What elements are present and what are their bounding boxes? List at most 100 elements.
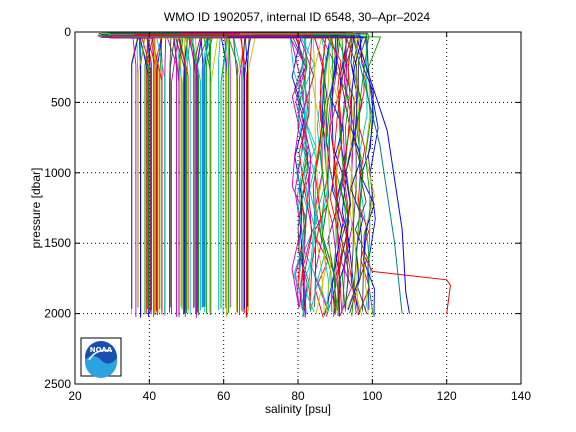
- profile-line: [129, 37, 163, 310]
- profile-line: [353, 40, 403, 314]
- profile-line: [106, 35, 180, 314]
- y-axis-label: pressure [dbar]: [29, 168, 43, 249]
- profile-line: [103, 32, 212, 313]
- profile-line: [99, 33, 141, 318]
- profile-line: [291, 36, 327, 315]
- profile-line: [126, 36, 308, 309]
- profile-line: [160, 34, 370, 317]
- profile-line: [136, 36, 313, 317]
- profile-line: [109, 35, 219, 315]
- grid: [75, 32, 521, 384]
- ticks: 20 40 60 80 100 120 140 0 500 1000 1500 2000 2500: [44, 25, 531, 403]
- profile-line: [100, 37, 166, 314]
- profile-line: [106, 32, 155, 310]
- profile-line: [123, 34, 214, 314]
- profile-line: [110, 35, 209, 307]
- profile-line: [274, 32, 356, 309]
- profile-line: [289, 34, 333, 311]
- y-tick-label: 1500: [44, 236, 71, 250]
- profile-line: [119, 36, 230, 317]
- profile-line: [115, 35, 186, 311]
- profile-line: [119, 35, 186, 317]
- profile-line: [250, 33, 357, 317]
- profile-line: [97, 35, 315, 315]
- x-tick-label: 40: [143, 389, 157, 403]
- profile-line: [196, 33, 252, 309]
- profile-line: [112, 32, 191, 313]
- logo-wave: [85, 356, 117, 378]
- profile-line: [108, 34, 152, 312]
- x-tick-label: 120: [437, 389, 457, 403]
- profile-line: [161, 37, 243, 311]
- profile-line: [227, 36, 364, 311]
- logo-text: NOAA: [90, 346, 113, 354]
- profile-line: [179, 35, 307, 307]
- profile-line: [254, 34, 344, 314]
- profile-line: [213, 33, 359, 315]
- profile-line: [149, 37, 231, 308]
- profile-line: [176, 36, 238, 309]
- noaa-logo: NOAA: [80, 337, 122, 378]
- profile-line: [176, 34, 230, 315]
- profile-line: [102, 36, 189, 310]
- profile-line: [102, 36, 246, 312]
- profile-line: [109, 36, 327, 309]
- profile-line: [129, 33, 137, 317]
- x-tick-label: 20: [68, 389, 82, 403]
- profile-line: [108, 37, 151, 315]
- profile-line: [114, 36, 152, 310]
- x-tick-label: 140: [511, 389, 531, 403]
- profile-line: [128, 33, 204, 307]
- profile-line: [357, 40, 410, 314]
- profile-line: [110, 33, 249, 307]
- y-tick-label: 2500: [44, 377, 71, 391]
- profile-line: [194, 34, 331, 314]
- profile-line: [202, 33, 221, 311]
- profile-line: [125, 33, 163, 315]
- profile-line: [130, 35, 201, 311]
- profile-line: [244, 35, 375, 317]
- profile-line: [126, 35, 172, 313]
- profile-line: [203, 37, 350, 310]
- x-tick-label: 80: [291, 389, 305, 403]
- profile-line: [278, 35, 345, 311]
- profile-line: [119, 33, 140, 309]
- profile-line: [128, 36, 188, 315]
- profile-line: [111, 34, 313, 310]
- y-tick-label: 1000: [44, 166, 71, 180]
- profile-line: [119, 36, 382, 315]
- profile-line: [124, 34, 202, 308]
- profile-line: [100, 33, 147, 308]
- profile-line: [98, 34, 157, 312]
- y-tick-label: 500: [51, 95, 71, 109]
- x-tick-label: 60: [217, 389, 231, 403]
- profile-line: [106, 34, 149, 310]
- profile-line: [125, 35, 202, 318]
- logo-gull: [88, 349, 113, 361]
- profiles: [97, 32, 451, 318]
- profile-line: [100, 36, 200, 316]
- profile-line: [119, 32, 325, 317]
- profile-line: [232, 35, 341, 307]
- profile-line: [114, 36, 212, 312]
- plot-area: 20 40 60 80 100 120 140 0 500 1000 1500 2000 2500: [44, 25, 531, 403]
- profile-line: [113, 33, 151, 315]
- profile-line: [246, 32, 368, 314]
- profile-line: [124, 37, 139, 308]
- profile-line: [127, 36, 156, 315]
- profile-line: [109, 37, 208, 308]
- x-tick-label: 100: [362, 389, 382, 403]
- profile-line: [134, 34, 357, 314]
- profile-line: [97, 34, 230, 313]
- profile-line: [203, 37, 348, 317]
- chart-title: WMO ID 1902057, internal ID 6548, 30–Apr…: [164, 10, 430, 24]
- profile-line: [112, 32, 156, 311]
- x-axis-label: salinity [psu]: [265, 402, 331, 416]
- profile-line: [104, 37, 163, 316]
- profile-line: [364, 257, 451, 314]
- y-tick-label: 2000: [44, 307, 71, 321]
- profile-line: [111, 37, 175, 308]
- profile-line: [163, 34, 257, 311]
- profile-line: [119, 32, 177, 317]
